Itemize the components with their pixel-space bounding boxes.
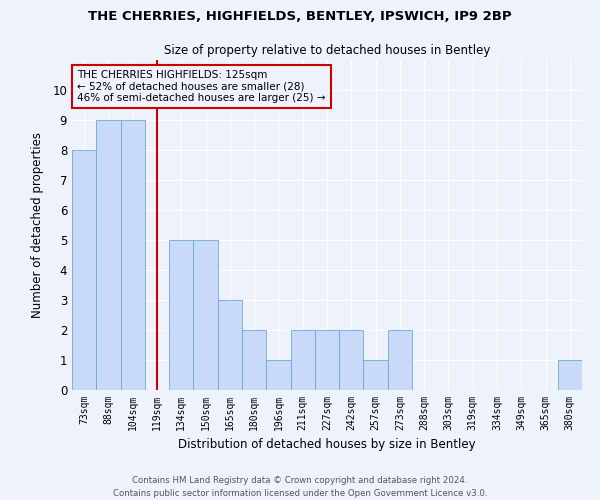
Text: Contains HM Land Registry data © Crown copyright and database right 2024.
Contai: Contains HM Land Registry data © Crown c… [113,476,487,498]
X-axis label: Distribution of detached houses by size in Bentley: Distribution of detached houses by size … [178,438,476,452]
Text: THE CHERRIES, HIGHFIELDS, BENTLEY, IPSWICH, IP9 2BP: THE CHERRIES, HIGHFIELDS, BENTLEY, IPSWI… [88,10,512,23]
Text: THE CHERRIES HIGHFIELDS: 125sqm
← 52% of detached houses are smaller (28)
46% of: THE CHERRIES HIGHFIELDS: 125sqm ← 52% of… [77,70,326,103]
Bar [72,150,96,390]
Bar [121,120,145,390]
Bar [169,240,193,390]
Bar [364,360,388,390]
Y-axis label: Number of detached properties: Number of detached properties [31,132,44,318]
Bar [242,330,266,390]
Bar [290,330,315,390]
Bar [315,330,339,390]
Bar [218,300,242,390]
Bar [193,240,218,390]
Bar [339,330,364,390]
Bar [266,360,290,390]
Bar [388,330,412,390]
Bar [96,120,121,390]
Title: Size of property relative to detached houses in Bentley: Size of property relative to detached ho… [164,44,490,58]
Bar [558,360,582,390]
